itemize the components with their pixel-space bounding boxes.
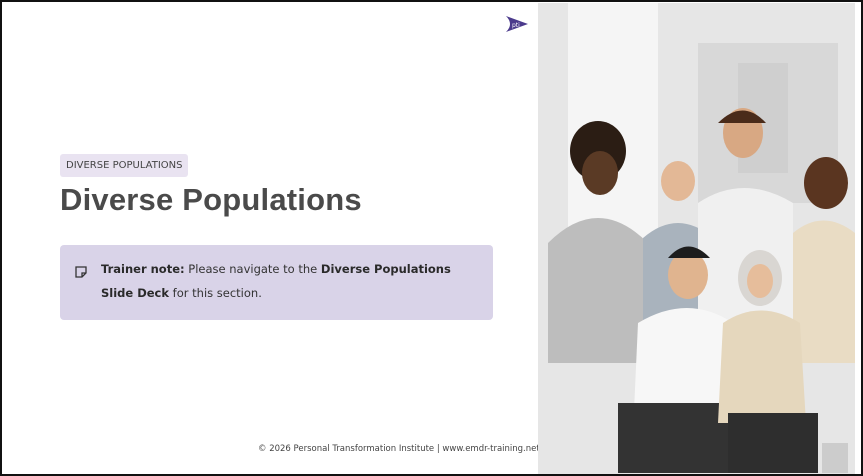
note-box: Trainer note: Please navigate to the Div… [60,245,493,320]
note-part: Please navigate to the [188,262,317,276]
illustration [538,3,855,475]
logo: pti [504,14,530,34]
note-label: Trainer note: [101,262,185,276]
footer: © 2026 Personal Transformation Institute… [258,444,540,454]
note-text: Trainer note: Please navigate to the Div… [101,257,471,305]
slide: pti DIVERSE POPULATIONS Diverse Populati… [0,0,863,476]
tag: DIVERSE POPULATIONS [60,154,188,177]
logo-text: pti [512,22,520,29]
note-icon [74,265,88,279]
note-part: for this section. [173,286,262,300]
title: Diverse Populations [60,182,362,218]
